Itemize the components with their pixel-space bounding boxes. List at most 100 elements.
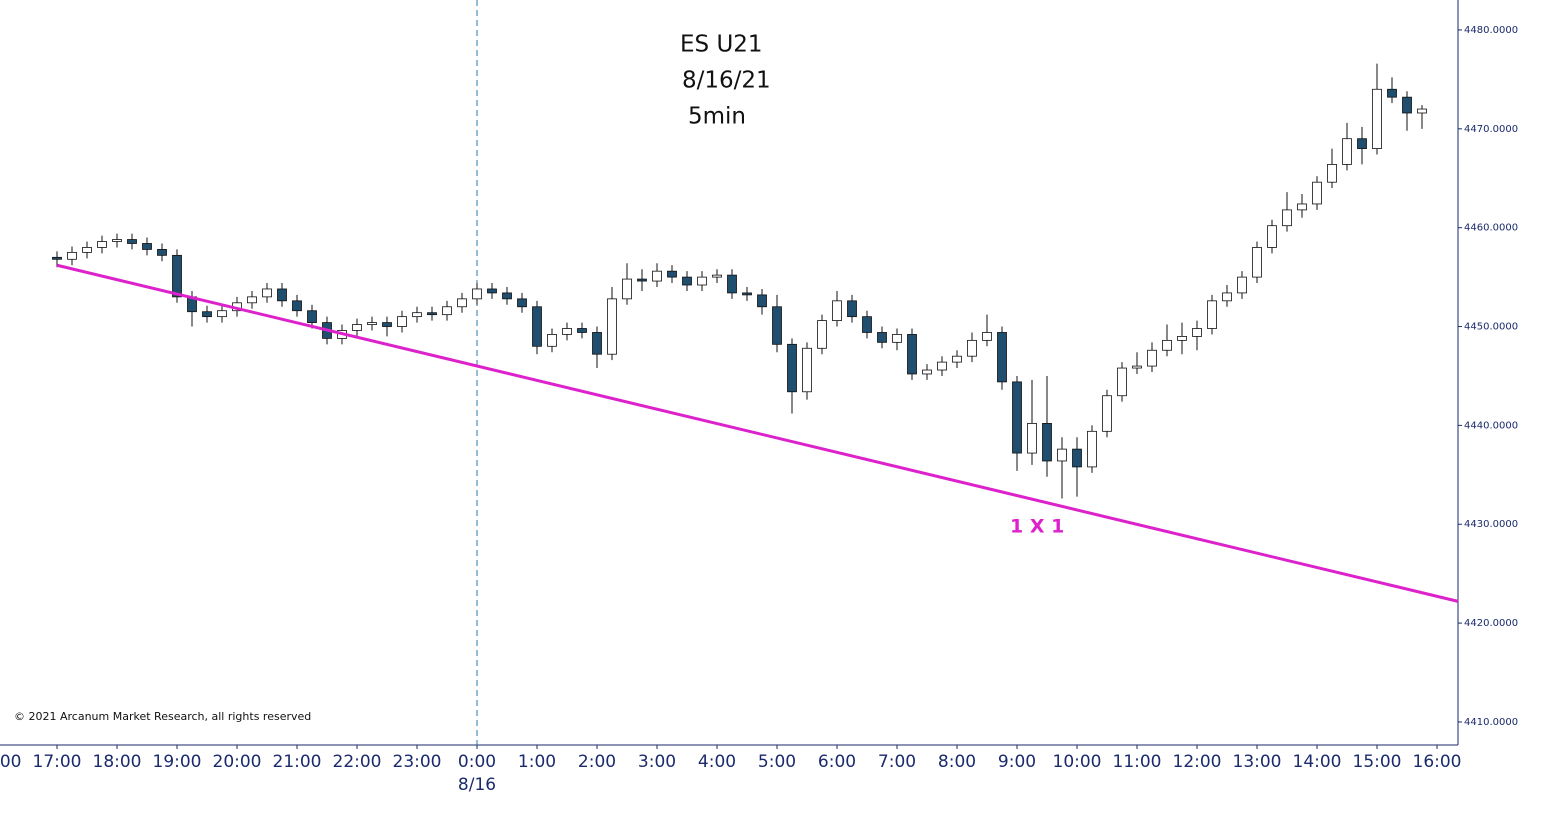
candle-body [697,276,707,286]
chart-subtitle: 8/16/21 [682,68,771,94]
candle-body [1192,328,1202,337]
x-tick-label: 20:00 [213,752,262,772]
candle-body [1402,96,1412,114]
y-tick-label: 4440.0000 [1464,420,1518,431]
candle-body [502,292,512,300]
y-tick-label: 4430.0000 [1464,519,1518,530]
y-tick-label: 4450.0000 [1464,322,1518,333]
x-tick-label: 7:00 [878,752,916,772]
candle-body [247,296,257,304]
x-tick-label: 23:00 [393,752,442,772]
x-tick-label: 0:00 [458,752,496,772]
x-tick-label: 11:00 [1113,752,1162,772]
candle-body [172,254,182,298]
candle-body [292,300,302,312]
candle-body [1012,381,1022,454]
candle-body [112,239,122,242]
candle-body [97,241,107,248]
candle-body [637,278,647,282]
candle-body [907,334,917,375]
candle-body [472,288,482,300]
candle-body [1267,225,1277,248]
candle-body [352,324,362,331]
copyright: © 2021 Arcanum Market Research, all righ… [14,710,311,723]
y-tick-label: 4420.0000 [1464,618,1518,629]
x-tick-label: 22:00 [333,752,382,772]
x-tick-label: 14:00 [1293,752,1342,772]
trendline-label: 1 X 1 [1010,516,1064,538]
candle-body [682,276,692,286]
x-tick-label: 15:00 [1353,752,1402,772]
candle-body [1297,203,1307,211]
candle-body [667,270,677,278]
candle-body [1282,209,1292,227]
x-tick-label: 10:00 [1053,752,1102,772]
candle-body [787,343,797,393]
candle-body [457,298,467,308]
candle-body [127,239,137,244]
candle-body [817,320,827,349]
candle-body [877,332,887,343]
candle-body [307,310,317,323]
y-tick-label: 4470.0000 [1464,124,1518,135]
x-tick-label: 19:00 [153,752,202,772]
candle-body [532,306,542,347]
candle-body [217,310,227,318]
candle-body [142,243,152,250]
candle-body [67,251,77,260]
x-tick-label: 16:00 [0,752,22,772]
candle-body [727,274,737,294]
y-tick-label: 4460.0000 [1464,223,1518,234]
candle-body [832,300,842,321]
candle-body [1207,300,1217,329]
candle-body [802,347,812,393]
candle-body [157,249,167,256]
candle-body [997,332,1007,383]
candle-body [1342,138,1352,165]
x-tick-label: 3:00 [638,752,676,772]
candle-body [202,311,212,318]
candle-body [1027,423,1037,454]
candle-body [397,316,407,327]
candle-body [1252,247,1262,278]
x-tick-label: 4:00 [698,752,736,772]
chart-title: ES U21 [680,32,763,58]
x-tick-label: 12:00 [1173,752,1222,772]
candle-body [967,339,977,357]
candle-body [892,334,902,343]
candle-body [367,322,377,325]
candle-body [562,328,572,335]
y-tick-label: 4410.0000 [1464,717,1518,728]
interval-label: 5min [688,104,746,130]
candle-body [742,292,752,296]
candle-body [847,300,857,318]
candle-body [1072,448,1082,468]
candle-body [1162,339,1172,351]
candle-body [52,256,62,260]
trendline [56,263,1459,603]
candle-body [577,328,587,333]
candle-body [592,332,602,355]
candle-body [1087,430,1097,468]
candle-body [952,355,962,363]
candle-body [607,298,617,355]
candle-body [1222,292,1232,302]
candle-body [277,288,287,302]
candle-body [262,288,272,298]
x-tick-label: 1:00 [518,752,556,772]
candle-body [1177,336,1187,341]
x-tick-label: 6:00 [818,752,856,772]
candle-body [772,306,782,345]
candle-body [427,312,437,316]
candle-body [1102,395,1112,432]
candle-body [382,322,392,327]
candle-body [757,294,767,308]
y-tick-label: 4480.0000 [1464,25,1518,36]
x-tick-label: 18:00 [93,752,142,772]
candle-body [442,306,452,316]
candle-body [1312,181,1322,205]
candle-body [712,274,722,278]
candle-body [1327,164,1337,183]
